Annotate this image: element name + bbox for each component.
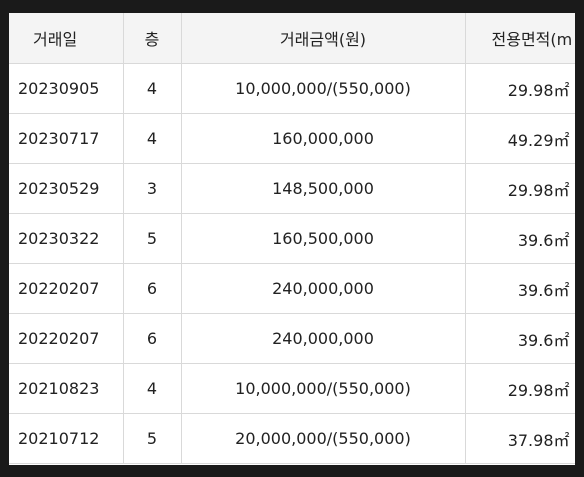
cell-floor: 4 <box>122 63 182 114</box>
cell-floor: 4 <box>122 113 182 164</box>
cell-date: 20230905 <box>9 63 124 114</box>
cell-date: 20220207 <box>9 263 124 314</box>
cell-amount: 240,000,000 <box>180 313 466 364</box>
cell-date: 20230717 <box>9 113 124 164</box>
header-floor: 층 <box>122 13 182 64</box>
cell-amount: 160,000,000 <box>180 113 466 164</box>
cell-area: 49.29㎡ <box>464 113 575 164</box>
table-row: 20230529 3 148,500,000 29.98㎡ <box>9 163 575 214</box>
transaction-table: 거래일 층 거래금액(원) 전용면적(m 20230905 4 10,000,0… <box>9 13 575 464</box>
table-row: 20230717 4 160,000,000 49.29㎡ <box>9 113 575 164</box>
cell-floor: 3 <box>122 163 182 214</box>
cell-area: 29.98㎡ <box>464 363 575 414</box>
cell-date: 20230322 <box>9 213 124 264</box>
header-amount: 거래금액(원) <box>180 13 466 64</box>
table-row: 20230905 4 10,000,000/(550,000) 29.98㎡ <box>9 63 575 114</box>
header-date: 거래일 <box>9 13 124 64</box>
cell-amount: 10,000,000/(550,000) <box>180 63 466 114</box>
cell-date: 20210823 <box>9 363 124 414</box>
table-header-row: 거래일 층 거래금액(원) 전용면적(m <box>9 13 575 64</box>
cell-amount: 148,500,000 <box>180 163 466 214</box>
cell-area: 39.6㎡ <box>464 263 575 314</box>
cell-floor: 5 <box>122 213 182 264</box>
cell-area: 29.98㎡ <box>464 63 575 114</box>
transaction-table-panel: 거래일 층 거래금액(원) 전용면적(m 20230905 4 10,000,0… <box>9 13 575 465</box>
cell-area: 39.6㎡ <box>464 213 575 264</box>
table-row: 20230322 5 160,500,000 39.6㎡ <box>9 213 575 264</box>
table-row: 20210712 5 20,000,000/(550,000) 37.98㎡ <box>9 413 575 464</box>
cell-area: 29.98㎡ <box>464 163 575 214</box>
cell-date: 20210712 <box>9 413 124 464</box>
cell-amount: 20,000,000/(550,000) <box>180 413 466 464</box>
cell-floor: 6 <box>122 263 182 314</box>
cell-area: 37.98㎡ <box>464 413 575 464</box>
cell-amount: 10,000,000/(550,000) <box>180 363 466 414</box>
table-row: 20220207 6 240,000,000 39.6㎡ <box>9 313 575 364</box>
cell-floor: 4 <box>122 363 182 414</box>
cell-amount: 160,500,000 <box>180 213 466 264</box>
table-row: 20210823 4 10,000,000/(550,000) 29.98㎡ <box>9 363 575 414</box>
cell-floor: 5 <box>122 413 182 464</box>
header-area: 전용면적(m <box>464 13 575 64</box>
cell-floor: 6 <box>122 313 182 364</box>
cell-date: 20230529 <box>9 163 124 214</box>
cell-date: 20220207 <box>9 313 124 364</box>
cell-amount: 240,000,000 <box>180 263 466 314</box>
cell-area: 39.6㎡ <box>464 313 575 364</box>
table-row: 20220207 6 240,000,000 39.6㎡ <box>9 263 575 314</box>
